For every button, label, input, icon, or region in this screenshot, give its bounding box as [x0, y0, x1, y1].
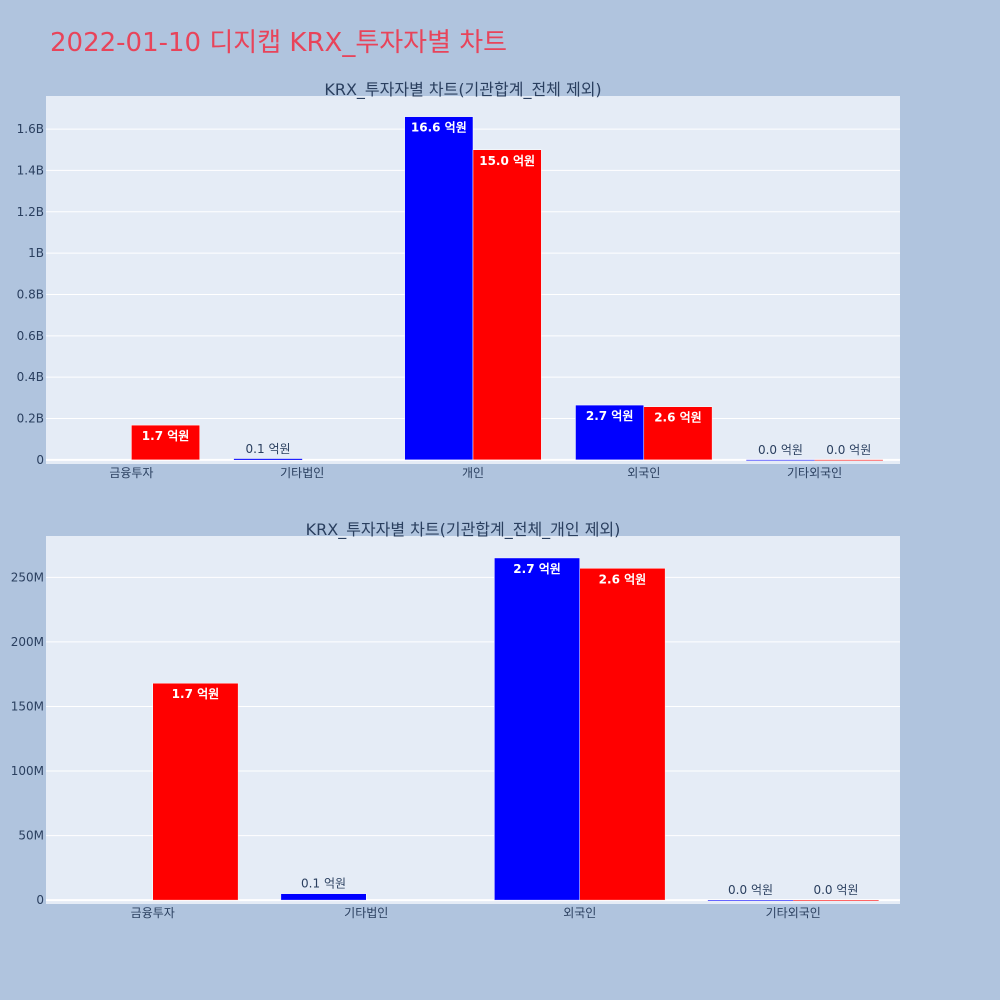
bar — [579, 568, 666, 901]
data-label: 16.6 억원 — [411, 121, 467, 135]
data-label: 0.0 억원 — [826, 443, 871, 457]
data-label: 0.0 억원 — [758, 443, 803, 457]
bar — [793, 900, 879, 901]
data-label: 0.0 억원 — [813, 883, 858, 897]
data-label: 2.7 억원 — [586, 409, 634, 423]
bar — [814, 459, 883, 461]
data-label: 2.7 억원 — [513, 562, 561, 576]
bar — [707, 900, 794, 901]
x-tick-label: 금융투자 — [109, 466, 153, 480]
bar — [472, 149, 542, 461]
y-tick-label: 150M — [11, 699, 44, 713]
bar — [233, 458, 303, 460]
y-tick-label: 250M — [11, 570, 44, 584]
x-tick-label: 기타법인 — [344, 906, 388, 920]
data-label: 1.7 억원 — [172, 687, 220, 701]
y-tick-label: 1B — [28, 246, 44, 260]
data-label: 2.6 억원 — [654, 411, 702, 425]
x-tick-label: 금융투자 — [131, 906, 175, 920]
y-tick-label: 0.2B — [17, 412, 44, 426]
bar — [280, 893, 367, 901]
y-tick-label: 50M — [18, 829, 44, 843]
y-tick-label: 0.4B — [17, 370, 44, 384]
bar — [494, 557, 581, 901]
data-label: 1.7 억원 — [142, 429, 190, 443]
y-tick-label: 1.2B — [17, 205, 44, 219]
data-label: 0.0 억원 — [728, 883, 773, 897]
x-tick-label: 기타외국인 — [787, 466, 842, 480]
data-label: 0.1 억원 — [246, 442, 291, 456]
x-tick-label: 개인 — [462, 466, 484, 480]
y-tick-label: 1.4B — [17, 163, 44, 177]
data-label: 2.6 억원 — [599, 572, 647, 586]
bar — [746, 459, 815, 461]
x-tick-label: 외국인 — [627, 466, 660, 480]
y-tick-label: 200M — [11, 635, 44, 649]
y-tick-label: 100M — [11, 764, 44, 778]
chart-2: 0 50M 100M 150M 200M 250M KRX_투자자별 차트(기관합계_전체_… — [11, 520, 900, 920]
chart-1: 0 0.2B 0.4B 0.6B 0.8B 1B 1.2B 1.4B 1.6B KRX_투자자별 … — [17, 80, 900, 480]
data-label: 0.1 억원 — [301, 877, 346, 891]
data-label: 15.0 억원 — [479, 154, 535, 168]
x-tick-label: 기타외국인 — [766, 906, 821, 920]
bar — [643, 406, 713, 461]
y-tick-label: 0.6B — [17, 329, 44, 343]
y-tick-label: 1.6B — [17, 122, 44, 136]
x-tick-label: 기타법인 — [280, 466, 324, 480]
bar — [131, 424, 200, 461]
chart-title: KRX_투자자별 차트(기관합계_전체_개인 제외) — [306, 520, 621, 540]
page-title: 2022-01-10 디지캡 KRX_투자자별 차트 — [50, 28, 508, 58]
bar — [404, 116, 474, 461]
y-tick-label: 0.8B — [17, 287, 44, 301]
y-tick-label: 0 — [36, 453, 44, 467]
y-tick-label: 0 — [36, 893, 44, 907]
x-tick-label: 외국인 — [563, 906, 596, 920]
bar — [152, 682, 239, 901]
chart-title: KRX_투자자별 차트(기관합계_전체 제외) — [324, 80, 601, 100]
